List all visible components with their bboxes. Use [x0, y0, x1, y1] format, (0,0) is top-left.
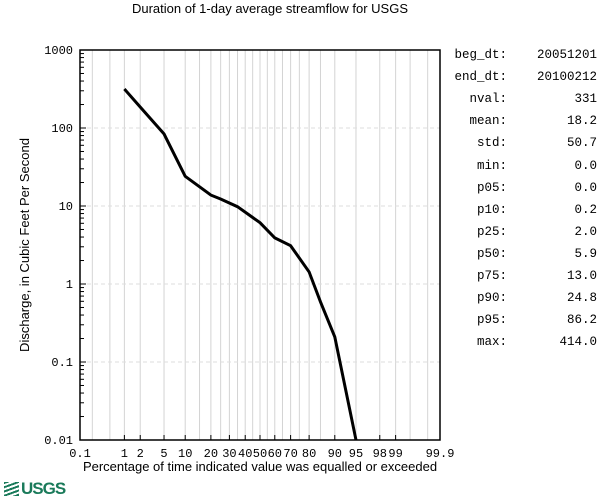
- stat-row: nval: 331: [445, 88, 597, 110]
- stat-key: min:: [476, 158, 507, 173]
- stat-key: p95:: [476, 313, 507, 328]
- stat-key: p10:: [476, 202, 507, 217]
- y-tick-label: 1: [66, 278, 73, 292]
- stat-value: 18.2: [566, 114, 597, 129]
- stat-row: max: 414.0: [445, 331, 597, 353]
- x-tick-label: 99: [388, 447, 402, 461]
- y-axis-label: Discharge, in Cubic Feet Per Second: [17, 138, 32, 352]
- x-tick-label: 5: [160, 447, 167, 461]
- x-tick-label: 20: [204, 447, 218, 461]
- stat-value: 24.8: [566, 291, 597, 306]
- stat-value: 0.0: [574, 158, 597, 173]
- usgs-wave-icon: [4, 482, 19, 496]
- stat-row: p25: 2.0: [445, 221, 597, 243]
- statistics-panel: beg_dt: 20051201 end_dt: 20100212 nval: 331 me…: [445, 44, 597, 353]
- stat-key: std:: [476, 136, 507, 151]
- stat-row: end_dt: 20100212: [445, 66, 597, 88]
- stat-row: p10: 0.2: [445, 199, 597, 221]
- x-tick-label: 40: [238, 447, 252, 461]
- x-tick-label: 70: [283, 447, 297, 461]
- y-tick-label: 0.1: [51, 356, 73, 370]
- stat-row: p50: 5.9: [445, 243, 597, 265]
- usgs-logo: USGS: [4, 479, 66, 499]
- stat-key: p25:: [476, 224, 507, 239]
- x-tick-label: 1: [121, 447, 128, 461]
- duration-curve: [123, 88, 358, 441]
- x-tick-label: 90: [328, 447, 342, 461]
- stat-key: nval:: [469, 92, 507, 107]
- stat-row: mean: 18.2: [445, 110, 597, 132]
- stat-key: mean:: [469, 114, 507, 129]
- stat-value: 86.2: [566, 313, 597, 328]
- x-tick-label: 98: [373, 447, 387, 461]
- stat-key: p90:: [476, 291, 507, 306]
- logo-text: USGS: [21, 479, 66, 498]
- x-tick-label: 50: [253, 447, 267, 461]
- stat-key: p05:: [476, 180, 507, 195]
- y-tick-label: 10: [59, 200, 73, 214]
- y-tick-label: 0.01: [44, 434, 73, 448]
- stat-value: 5.9: [574, 246, 597, 261]
- stat-value: 414.0: [559, 335, 597, 350]
- stat-value: 20051201: [536, 48, 597, 63]
- x-tick-label: 80: [302, 447, 316, 461]
- stat-key: max:: [476, 335, 507, 350]
- stat-value: 13.0: [566, 268, 597, 283]
- stat-value: 50.7: [566, 136, 597, 151]
- x-tick-label: 0.1: [69, 447, 91, 461]
- stat-row: std: 50.7: [445, 132, 597, 154]
- stat-value: 331: [574, 92, 597, 107]
- y-tick-label: 100: [51, 122, 73, 136]
- stat-row: p95: 86.2: [445, 309, 597, 331]
- stat-row: p90: 24.8: [445, 287, 597, 309]
- x-tick-label: 2: [137, 447, 144, 461]
- plot-frame: [79, 49, 441, 441]
- stat-row: beg_dt: 20051201: [445, 44, 597, 66]
- stat-row: p75: 13.0: [445, 265, 597, 287]
- stat-value: 0.0: [574, 180, 597, 195]
- stat-row: min: 0.0: [445, 154, 597, 176]
- x-tick-label: 30: [222, 447, 236, 461]
- stat-row: p05: 0.0: [445, 177, 597, 199]
- stat-value: 2.0: [574, 224, 597, 239]
- chart-title: Duration of 1-day average streamflow for…: [132, 1, 408, 16]
- x-tick-label: 10: [178, 447, 192, 461]
- x-tick-label: 95: [349, 447, 363, 461]
- stat-key: end_dt:: [454, 70, 507, 85]
- y-tick-label: 1000: [44, 44, 73, 58]
- x-axis-label: Percentage of time indicated value was e…: [83, 459, 437, 474]
- x-tick-label: 99.9: [426, 447, 455, 461]
- stat-value: 20100212: [536, 70, 597, 85]
- stat-key: beg_dt:: [454, 48, 507, 63]
- stat-key: p75:: [476, 268, 507, 283]
- stat-value: 0.2: [574, 202, 597, 217]
- x-tick-label: 60: [268, 447, 282, 461]
- stat-key: p50:: [476, 246, 507, 261]
